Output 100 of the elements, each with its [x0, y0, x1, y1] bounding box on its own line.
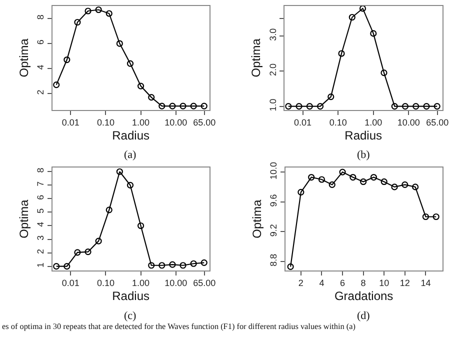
y-tick-label: 6	[36, 194, 46, 200]
point	[200, 102, 208, 110]
x-tick-label: 8	[360, 278, 366, 288]
point	[116, 168, 123, 175]
y-axis-title: Optima	[249, 38, 264, 78]
point	[338, 50, 345, 57]
point	[180, 102, 186, 110]
point	[402, 102, 409, 110]
point	[360, 178, 367, 186]
point	[339, 168, 346, 176]
text: (a)	[124, 149, 137, 161]
y-axis-title: Optima	[17, 38, 32, 78]
point	[412, 184, 419, 190]
point	[318, 176, 326, 183]
point	[380, 178, 388, 186]
x-tick-label: 0.01	[294, 118, 312, 128]
x-tick-label: 0.10	[329, 118, 347, 128]
point	[391, 102, 398, 110]
point	[95, 238, 102, 244]
point	[359, 5, 366, 12]
point	[84, 8, 92, 14]
point	[84, 248, 92, 256]
x-tick-label: 1.00	[132, 278, 150, 288]
y-tick-label: 4	[36, 222, 46, 227]
point	[116, 40, 123, 47]
point	[190, 260, 197, 267]
point	[106, 206, 112, 214]
point	[64, 263, 70, 270]
y-tick-label: 8	[36, 14, 46, 20]
x-tick-label: 10.00	[397, 118, 420, 128]
point	[126, 60, 134, 67]
point	[316, 102, 324, 110]
point	[106, 10, 112, 17]
point	[137, 82, 144, 90]
y-tick-label: 9.6	[268, 194, 279, 207]
y-tick-label: 6	[36, 40, 46, 45]
point	[348, 14, 356, 21]
x-tick-label: 1.00	[364, 118, 382, 128]
x-tick-label: 10	[379, 278, 390, 288]
point	[328, 93, 334, 100]
y-tick-label: 2	[36, 90, 46, 95]
point	[190, 102, 197, 110]
point	[391, 184, 398, 190]
text: es of optima in 30 repeats that are detected for the Waves function (F1) for different radius values within (a)	[2, 322, 356, 331]
point	[169, 102, 176, 110]
point	[380, 70, 388, 76]
point	[285, 102, 292, 110]
point	[200, 259, 208, 266]
point	[137, 222, 144, 230]
point	[422, 213, 429, 220]
y-tick-label: 2.0	[268, 63, 278, 76]
point	[423, 102, 430, 110]
point	[350, 174, 356, 181]
x-tick-label: 14	[420, 278, 431, 288]
y-tick-label: 8.8	[268, 254, 279, 266]
point	[328, 181, 336, 188]
y-tick-label: 3	[36, 235, 46, 240]
text: (b)	[357, 149, 370, 161]
point	[53, 263, 60, 270]
point	[402, 181, 408, 188]
x-tick-label: 4	[319, 278, 324, 288]
x-tick-label: 0.01	[62, 278, 80, 288]
point	[412, 102, 420, 110]
point	[148, 262, 155, 269]
y-axis-title: Optima	[17, 199, 32, 238]
y-tick-label: 8	[36, 168, 46, 173]
point	[434, 102, 440, 110]
x-tick-label: 65.00	[193, 118, 216, 128]
point	[432, 213, 440, 220]
x-axis-title: Radius	[344, 128, 382, 142]
x-axis-title: Radius	[112, 289, 150, 304]
y-tick-label: 3.0	[268, 28, 278, 41]
point	[53, 81, 60, 88]
point	[158, 102, 166, 110]
point	[64, 56, 70, 64]
text: (c)	[124, 310, 137, 322]
point	[296, 102, 302, 110]
y-tick-label: 5	[36, 208, 46, 214]
x-tick-label: 2	[298, 278, 304, 288]
point	[158, 262, 166, 269]
x-tick-label: 6	[340, 278, 346, 288]
point	[126, 182, 134, 188]
y-tick-label: 10.0	[268, 162, 279, 180]
point	[74, 18, 81, 26]
y-axis-title: Optima	[250, 199, 264, 238]
y-tick-label: 1	[36, 262, 46, 268]
point	[306, 102, 313, 110]
point	[370, 174, 378, 181]
x-tick-label: 12	[400, 278, 410, 288]
y-tick-label: 2	[36, 248, 46, 254]
x-axis-title: Gradations	[334, 289, 394, 304]
x-tick-label: 0.01	[62, 118, 80, 128]
x-tick-label: 0.10	[96, 278, 114, 288]
point	[298, 188, 304, 196]
point	[169, 261, 176, 268]
point	[95, 6, 102, 14]
point	[74, 249, 81, 256]
y-tick-label: 1.0	[268, 98, 278, 112]
point	[308, 174, 315, 181]
point	[180, 262, 186, 269]
